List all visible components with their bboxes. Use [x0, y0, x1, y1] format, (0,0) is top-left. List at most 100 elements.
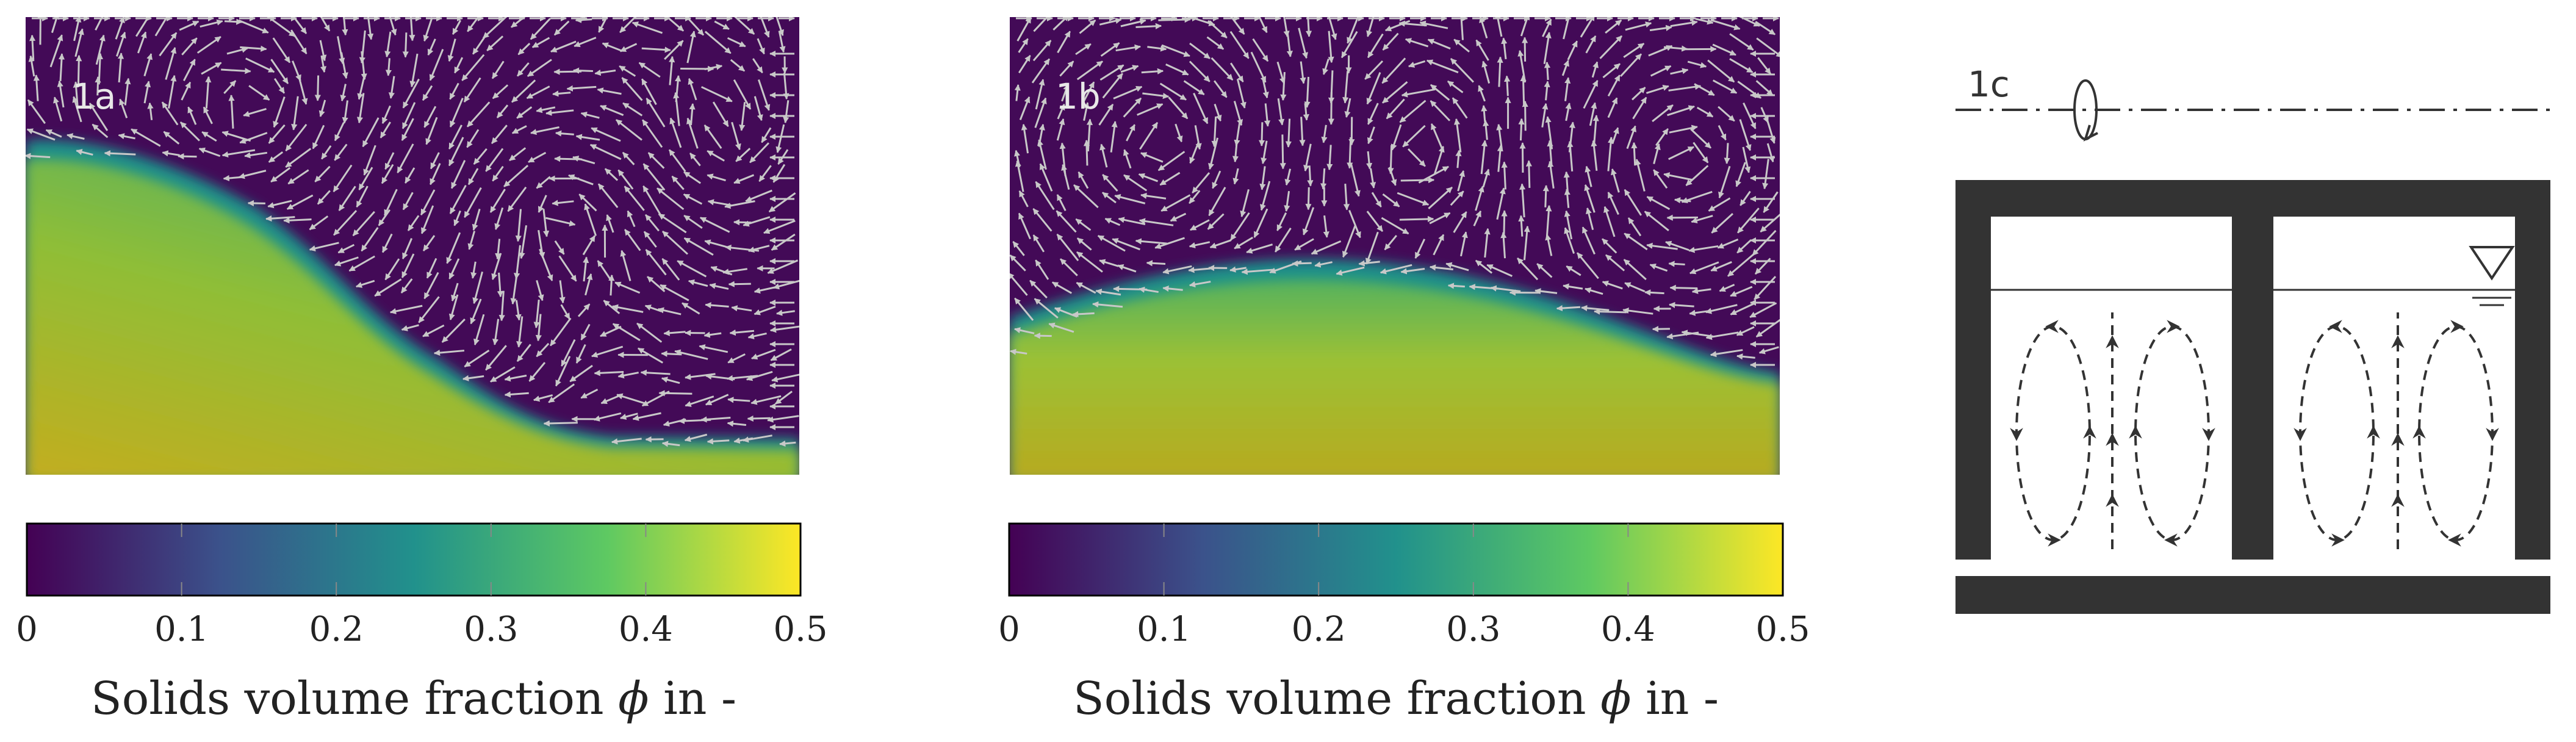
- velocity-vector: [268, 124, 286, 144]
- velocity-vector: [1757, 57, 1772, 74]
- velocity-vector: [454, 57, 464, 74]
- velocity-vector: [470, 298, 482, 325]
- velocity-vector: [1328, 17, 1337, 40]
- velocity-vector: [1139, 218, 1174, 226]
- velocity-vector: [1544, 81, 1550, 101]
- velocity-vector: [1189, 190, 1201, 204]
- velocity-vector: [664, 40, 684, 60]
- velocity-vector: [1075, 218, 1092, 231]
- velocity-vector: [319, 40, 327, 62]
- velocity-vector: [1193, 93, 1209, 124]
- velocity-vector: [1405, 38, 1429, 48]
- velocity-vector: [1453, 118, 1462, 153]
- velocity-vector: [714, 20, 730, 31]
- velocity-vector: [644, 214, 660, 232]
- colorbar-gradient: [26, 522, 802, 597]
- velocity-vector: [641, 78, 657, 106]
- velocity-vector: [1545, 234, 1553, 256]
- velocity-vector: [448, 258, 460, 279]
- velocity-vector: [1388, 167, 1397, 186]
- velocity-vector: [467, 231, 476, 250]
- velocity-vector: [1564, 77, 1571, 101]
- velocity-vector: [423, 17, 433, 42]
- velocity-vector: [397, 143, 414, 173]
- velocity-vector: [1544, 62, 1551, 81]
- colorbar-tick-labels: 0 0.1 0.2 0.3 0.4 0.5: [16, 610, 827, 649]
- velocity-vector: [1724, 143, 1730, 164]
- velocity-vector: [1766, 120, 1776, 144]
- velocity-vector: [709, 283, 729, 290]
- velocity-vector: [1057, 31, 1071, 54]
- colorbar-tick-label: 0.3: [464, 610, 518, 649]
- velocity-vector: [747, 415, 771, 422]
- velocity-vector: [1056, 234, 1079, 262]
- velocity-vector: [641, 119, 663, 148]
- velocity-vector: [527, 59, 552, 77]
- velocity-vector: [515, 300, 522, 321]
- velocity-vector: [357, 74, 366, 100]
- velocity-vector: [1478, 85, 1486, 102]
- velocity-vector: [1285, 118, 1292, 148]
- velocity-vector: [1430, 123, 1444, 151]
- velocity-vector: [1123, 149, 1132, 169]
- panel-1c-schematic: 1c: [1955, 63, 2550, 614]
- velocity-vector: [1366, 72, 1381, 105]
- velocity-vector: [1240, 189, 1250, 218]
- velocity-vector: [1516, 258, 1539, 281]
- velocity-vector: [637, 347, 663, 364]
- velocity-vector: [1519, 183, 1526, 218]
- velocity-vector: [1426, 59, 1459, 74]
- velocity-vector: [57, 80, 65, 108]
- velocity-vector: [1735, 162, 1746, 187]
- velocity-vector: [1076, 251, 1103, 273]
- velocity-vector: [1447, 283, 1465, 289]
- velocity-vector: [1032, 234, 1045, 253]
- velocity-vector: [1646, 196, 1671, 211]
- velocity-vector: [1455, 149, 1462, 168]
- colorbar-ticks: [181, 524, 647, 596]
- velocity-vector: [1497, 56, 1503, 87]
- velocity-vector: [1501, 161, 1508, 190]
- velocity-vector: [1014, 84, 1021, 101]
- velocity-vector: [1583, 80, 1599, 109]
- velocity-vector: [504, 374, 527, 382]
- velocity-vector: [593, 412, 622, 422]
- velocity-vector: [1292, 260, 1312, 267]
- velocity-vector: [1135, 238, 1167, 245]
- velocity-vector: [243, 108, 267, 117]
- velocity-vector: [1564, 189, 1570, 208]
- velocity-vector: [1585, 35, 1597, 54]
- velocity-vector: [1139, 121, 1159, 150]
- velocity-vector: [228, 95, 235, 129]
- velocity-vector: [772, 279, 799, 290]
- colorbar-tick-label: 0.3: [1446, 610, 1500, 649]
- velocity-vector: [1430, 84, 1450, 101]
- velocity-vector: [727, 37, 746, 48]
- velocity-vector: [1192, 172, 1211, 194]
- velocity-vector: [285, 148, 312, 168]
- velocity-vector: [1479, 17, 1488, 38]
- velocity-vector: [356, 93, 365, 124]
- velocity-vector: [771, 373, 799, 383]
- velocity-vector: [1211, 116, 1218, 148]
- velocity-vector: [1099, 143, 1108, 168]
- velocity-vector: [1364, 60, 1384, 80]
- velocity-vector: [647, 152, 665, 169]
- velocity-vector: [1018, 190, 1029, 207]
- velocity-vector: [683, 237, 714, 256]
- velocity-vector: [1283, 17, 1290, 38]
- velocity-vector: [603, 300, 621, 314]
- velocity-vector: [342, 100, 349, 124]
- velocity-vector: [1543, 32, 1552, 64]
- velocity-vector: [320, 17, 331, 32]
- velocity-vector: [333, 210, 358, 236]
- velocity-vector: [1367, 33, 1384, 59]
- velocity-vector: [205, 76, 212, 109]
- velocity-vector: [561, 339, 576, 367]
- velocity-vector: [1303, 143, 1312, 171]
- velocity-vector: [491, 253, 502, 280]
- velocity-vector: [1072, 311, 1095, 317]
- velocity-vector: [361, 227, 379, 252]
- velocity-vector: [703, 331, 722, 338]
- velocity-vector: [1209, 239, 1232, 249]
